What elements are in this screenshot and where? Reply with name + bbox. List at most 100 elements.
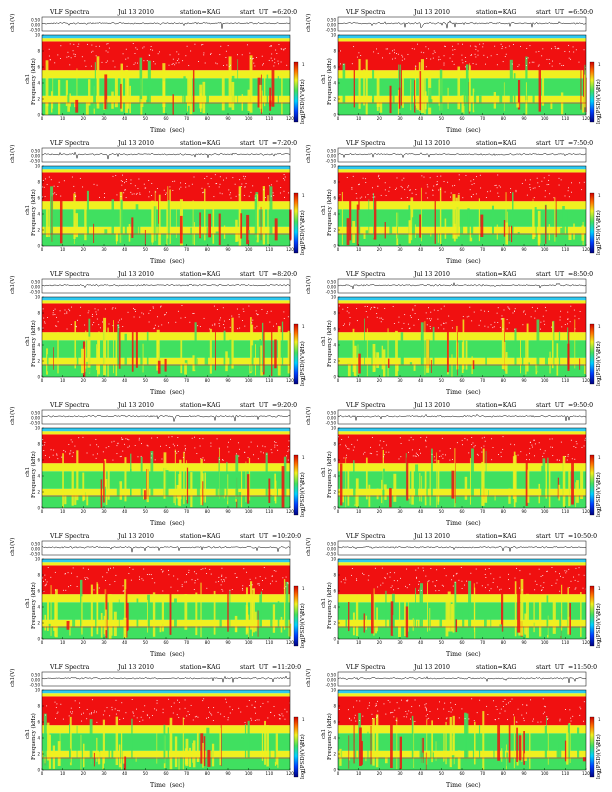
colorbar-tick-label: 1 — [598, 193, 601, 198]
spectrum-peak-speck — [203, 54, 205, 56]
spectrum-peak-speck — [487, 191, 489, 193]
spectrum-peak-speck — [400, 456, 402, 458]
spectrum-peak-speck — [559, 319, 561, 321]
spectrum-peak-speck — [448, 710, 450, 712]
time-tick-label: 10 — [60, 116, 66, 121]
spectrum-peak-speck — [219, 192, 221, 194]
spectrum-peak-speck — [492, 447, 494, 448]
spectrum-peak-speck — [156, 188, 158, 189]
waveform-tick-label: -0.50 — [30, 551, 41, 556]
spectrum-peak-speck — [165, 444, 167, 446]
spectrum-peak-speck — [96, 711, 97, 713]
spectrum-peak-speck — [475, 48, 477, 50]
spectrum-band — [42, 725, 290, 734]
spectrum-peak-speck — [371, 453, 373, 455]
spectrum-streak — [194, 222, 195, 246]
spectra-panel: VLF Spectra Jul 13 2010 station=KAG start U… — [304, 268, 604, 396]
spectrum-peak-speck — [238, 316, 240, 318]
spectrum-peak-speck — [406, 568, 408, 570]
spectrum-peak-speck — [564, 50, 566, 52]
spectrum-streak — [76, 346, 79, 373]
spectrum-streak — [412, 618, 414, 631]
panel-date: Jul 13 2010 — [414, 664, 450, 671]
spectrum-streak — [202, 81, 206, 114]
spectrum-streak — [246, 214, 250, 245]
spectrum-streak — [534, 207, 537, 238]
spectrum-peak-speck — [569, 321, 571, 323]
spectrum-streak — [220, 471, 223, 504]
spectrum-peak-speck — [389, 52, 391, 54]
time-tick-label: 100 — [541, 509, 549, 514]
spectrum-peak-speck — [409, 315, 411, 317]
spectrum-peak-speck — [256, 719, 258, 721]
spectrum-peak-speck — [190, 704, 192, 706]
spectra-panel: VLF Spectra Jul 13 2010 station=KAG start U… — [304, 530, 604, 658]
spectrum-peak-speck — [44, 321, 46, 323]
spectrum-peak-speck — [283, 49, 285, 51]
spectrum-peak-speck — [403, 716, 405, 718]
spectrum-streak — [231, 317, 234, 369]
spectrum-streak — [93, 223, 95, 244]
time-tick-label: 20 — [377, 247, 383, 252]
spectrum-peak-speck — [287, 582, 289, 584]
spectrum-peak-speck — [208, 186, 210, 188]
spectrum-peak-speck — [143, 183, 145, 185]
spectrum-peak-speck — [287, 583, 289, 585]
spectrum-streak — [147, 594, 150, 637]
spectrum-peak-speck — [567, 311, 569, 313]
spectrum-streak — [359, 727, 362, 766]
spectrum-peak-speck — [507, 306, 509, 308]
frequency-tick-label: 0 — [333, 374, 336, 379]
spectrum-streak — [480, 477, 482, 502]
spectrum-peak-speck — [466, 439, 468, 441]
spectrum-peak-speck — [202, 192, 204, 194]
waveform-tick-label: -0.50 — [30, 289, 41, 294]
spectrum-peak-speck — [107, 568, 109, 570]
spectrum-peak-speck — [161, 324, 163, 326]
spectrum-peak-speck — [116, 194, 118, 196]
spectrum-peak-speck — [274, 58, 276, 60]
spectrum-peak-speck — [443, 328, 445, 330]
spectrum-peak-speck — [368, 575, 370, 577]
spectrum-peak-speck — [127, 311, 129, 313]
spectrum-peak-speck — [192, 719, 194, 721]
spectrum-streak — [194, 322, 197, 370]
spectrum-streak — [556, 343, 559, 376]
waveform-trace — [337, 152, 587, 159]
spectrum-peak-speck — [283, 190, 285, 192]
spectrum-peak-speck — [359, 183, 360, 185]
spectrum-line — [338, 364, 586, 366]
spectrum-peak-speck — [255, 310, 257, 312]
spectrum-peak-speck — [90, 65, 92, 67]
spectrum-streak — [420, 322, 424, 370]
spectrum-peak-speck — [573, 446, 575, 447]
spectrum-streak — [104, 486, 106, 508]
panel-title: VLF Spectra — [50, 664, 90, 671]
spectrum-peak-speck — [92, 454, 94, 456]
spectrum-peak-speck — [439, 188, 441, 190]
spectrum-peak-speck — [440, 175, 442, 177]
spectrum-peak-speck — [182, 60, 184, 62]
spectrum-peak-speck — [347, 307, 349, 308]
spectrum-peak-speck — [81, 720, 83, 722]
spectrum-peak-speck — [452, 585, 454, 587]
spectrum-peak-speck — [178, 701, 180, 703]
spectrum-peak-speck — [171, 436, 173, 438]
spectrum-streak — [575, 482, 577, 508]
spectrum-streak — [187, 75, 190, 106]
spectrum-peak-speck — [420, 589, 422, 591]
spectrum-peak-speck — [194, 582, 196, 584]
spectrum-band — [42, 78, 290, 96]
spectrum-streak — [413, 613, 415, 634]
spectrum-peak-speck — [234, 573, 236, 575]
spectrum-peak-speck — [345, 444, 347, 446]
spectrum-peak-speck — [579, 714, 581, 716]
spectrum-peak-speck — [428, 717, 430, 719]
spectrum-band — [338, 733, 586, 751]
spectrum-peak-speck — [95, 45, 97, 47]
spectrum-peak-speck — [349, 718, 351, 720]
spectrum-peak-speck — [393, 49, 395, 51]
